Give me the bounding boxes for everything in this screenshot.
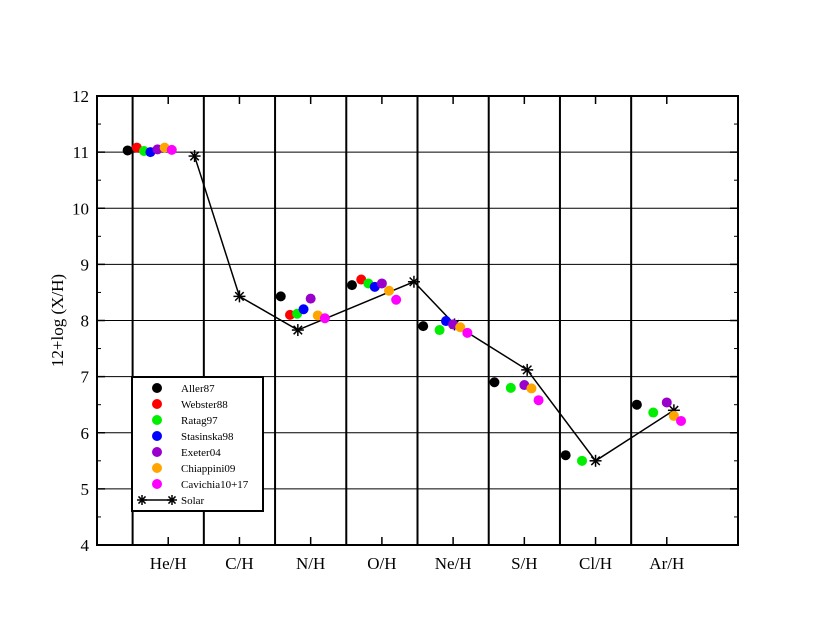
x-tick-label: O/H: [367, 554, 396, 573]
solar-line: [193, 155, 675, 462]
legend: Aller87 Webster88 Ratag97 Stasinska98 Exeter…: [131, 376, 264, 512]
x-tick-label: C/H: [225, 554, 253, 573]
data-point: [455, 322, 466, 333]
data-point: [533, 395, 544, 406]
legend-label: Chiappini09: [181, 463, 236, 475]
data-point: [376, 278, 387, 289]
legend-marker: [152, 399, 162, 409]
data-point: [462, 327, 473, 338]
solar-marker: [167, 495, 177, 505]
data-point: [319, 313, 330, 324]
legend-label: Ratag97: [181, 415, 218, 427]
x-tick-label: N/H: [296, 554, 325, 573]
data-point: [122, 145, 133, 156]
legend-marker: [152, 431, 162, 441]
data-point: [384, 285, 395, 296]
y-tick-labels: 4 5 6 7 8 9 10 11 12: [72, 87, 90, 555]
legend-label: Cavichia10+17: [181, 479, 249, 491]
legend-marker: [152, 447, 162, 457]
data-point: [577, 455, 588, 466]
data-point: [305, 293, 316, 304]
data-point: [391, 294, 402, 305]
plot-frame: [96, 95, 739, 546]
data-point: [631, 399, 642, 410]
solar-marker: [291, 324, 304, 337]
legend-box: [131, 376, 264, 512]
y-tick-label: 10: [72, 199, 89, 218]
legend-label: Aller87: [181, 383, 215, 395]
data-point: [661, 397, 672, 408]
data-point: [434, 325, 445, 336]
solar-marker: [233, 290, 246, 303]
y-tick-label: 8: [81, 312, 90, 331]
y-tick-label: 11: [73, 143, 89, 162]
x-tick-label: He/H: [150, 554, 187, 573]
data-point: [676, 415, 687, 426]
solar-marker: [188, 150, 201, 163]
x-tick-label: Ar/H: [649, 554, 684, 573]
legend-marker: [152, 383, 162, 393]
legend-label: Exeter04: [181, 447, 221, 459]
data-point: [298, 304, 309, 315]
category-dividers: [131, 96, 633, 545]
x-tick-label: Ne/H: [435, 554, 472, 573]
y-tick-label: 5: [81, 480, 90, 499]
solar-marker: [521, 363, 534, 376]
legend-label: Solar: [181, 495, 205, 507]
data-point: [418, 321, 429, 332]
data-point: [648, 407, 659, 418]
legend-marker: [152, 479, 162, 489]
y-tick-label: 9: [81, 255, 90, 274]
data-point: [275, 291, 286, 302]
solar-marker: [589, 454, 602, 467]
legend-label: Webster88: [181, 399, 228, 411]
data-points: [122, 142, 687, 466]
legend-marker: [152, 463, 162, 473]
y-axis-label: 12+log (X/H): [48, 274, 67, 367]
data-point: [668, 410, 679, 421]
data-point: [526, 383, 537, 394]
data-point: [489, 377, 500, 388]
axis-ticks: [97, 95, 738, 546]
solar-marker: [137, 495, 147, 505]
x-tick-labels: He/H C/H N/H O/H Ne/H S/H Cl/H Ar/H: [150, 554, 684, 573]
y-tick-label: 6: [81, 424, 90, 443]
legend-marker: [152, 415, 162, 425]
data-point: [505, 382, 516, 393]
y-tick-label: 12: [72, 87, 89, 106]
data-point: [346, 280, 357, 291]
solar-marker: [407, 275, 420, 288]
y-tick-label: 7: [81, 368, 90, 387]
legend-label: Stasinska98: [181, 431, 234, 443]
data-point: [560, 450, 571, 461]
x-tick-label: Cl/H: [579, 554, 612, 573]
x-tick-label: S/H: [511, 554, 537, 573]
data-point: [166, 144, 177, 155]
y-tick-label: 4: [81, 536, 90, 555]
